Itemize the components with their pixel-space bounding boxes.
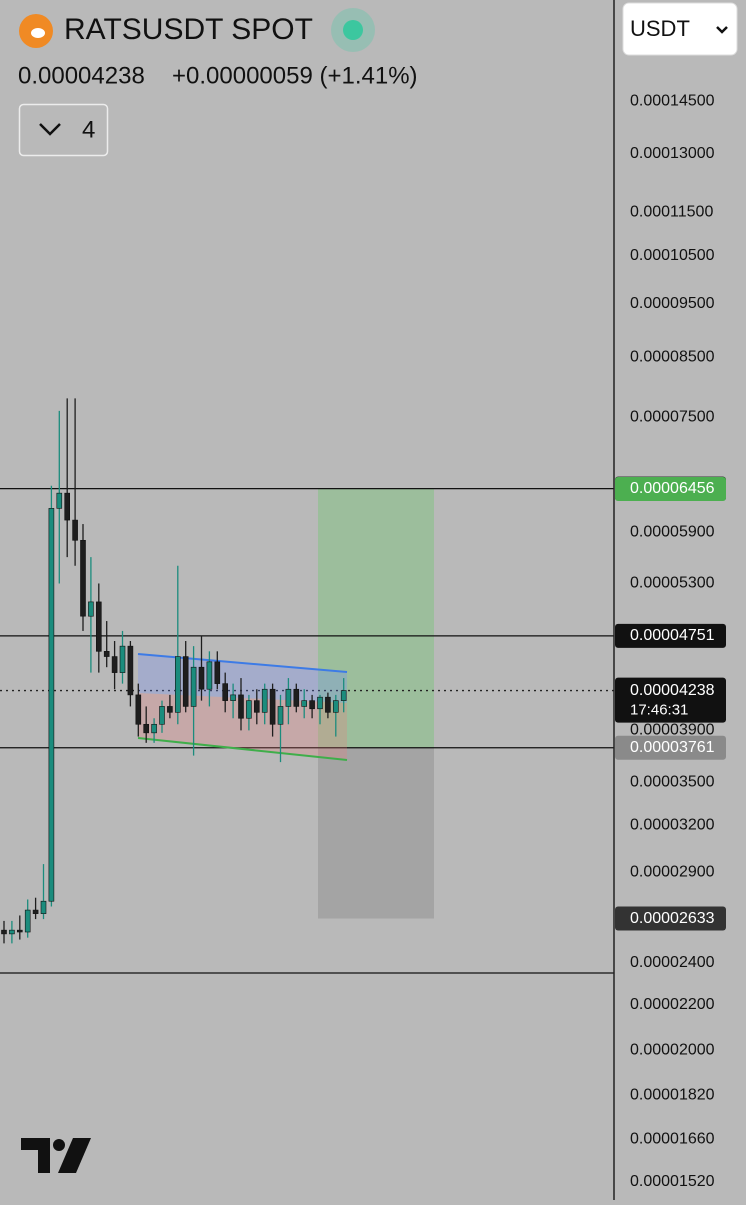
candle-body: [206, 661, 213, 690]
candle-body: [119, 645, 126, 673]
candle-body: [238, 694, 244, 719]
y-tick-label: 0.00003200: [630, 816, 715, 833]
y-tick-label: 0.00005300: [630, 575, 715, 592]
candle-body: [1, 929, 7, 935]
y-tick-label: 0.00014500: [630, 93, 715, 110]
candle-body: [88, 601, 94, 617]
candle-body: [230, 694, 236, 701]
candle-body: [332, 700, 339, 713]
y-tick-label: 0.00007500: [630, 408, 715, 425]
currency-select[interactable]: [622, 2, 738, 56]
countdown-label: 17:46:31: [630, 702, 688, 719]
channel-upper-line: [137, 653, 348, 673]
candle-body: [16, 929, 23, 933]
candle-body: [72, 519, 78, 541]
candle-body: [80, 539, 86, 617]
position-tag: [615, 735, 726, 760]
candle-body: [214, 661, 221, 684]
y-tick-label: 0.00002200: [630, 996, 715, 1013]
candle-body: [143, 723, 149, 734]
candle-body: [32, 909, 39, 914]
candle-body: [127, 645, 134, 696]
position-loss-zone: [318, 747, 434, 919]
y-tick-label: 0.00010500: [630, 247, 715, 264]
indicators-count: 4: [82, 116, 95, 143]
candle-body: [325, 696, 331, 713]
position-tag: [615, 476, 726, 501]
y-tick-label: 0.00002400: [630, 954, 715, 971]
candle-body: [285, 688, 292, 707]
candle-body: [64, 492, 70, 521]
y-tick-label: 0.00001820: [630, 1087, 715, 1104]
price-change: +0.00000059 (+1.41%): [172, 62, 418, 89]
price-tags: 0.000064610.000047510.000064560.00003761…: [615, 476, 726, 931]
candle-body: [317, 696, 323, 710]
candles: [1, 398, 347, 944]
currency-label: USDT: [630, 16, 690, 41]
y-tick-label: 0.00003900: [630, 722, 715, 739]
candle-body: [24, 909, 31, 933]
price-axis: 0.00014500 0.00013000 0.00011500 0.00010500…: [630, 93, 715, 1190]
candle-body: [340, 690, 347, 701]
symbol-title: RATSUSDT SPOT: [64, 13, 313, 46]
chevron-icon: [39, 123, 61, 136]
candle-body: [198, 666, 205, 690]
current-price-label: 0.00004238: [630, 682, 715, 699]
candle-body: [293, 688, 300, 707]
candle-body: [222, 683, 228, 701]
candle-body: [9, 929, 15, 935]
y-tick-label: 0.00002000: [630, 1041, 715, 1058]
candle-body: [277, 706, 284, 725]
candle-body: [190, 666, 197, 707]
last-price: 0.00004238: [18, 62, 145, 89]
price-tag-label: 0.00004751: [630, 627, 715, 644]
candle-body: [261, 688, 268, 713]
current-price-tag: [615, 677, 726, 723]
candle-body: [159, 706, 165, 725]
y-tick-label: 0.00005900: [630, 523, 715, 540]
candle-body: [103, 651, 110, 657]
plot-area: [0, 487, 614, 974]
y-tick-label: 0.00008500: [630, 348, 715, 365]
y-tick-label: 0.00002900: [630, 864, 715, 881]
y-tick-label: 0.00013000: [630, 145, 715, 162]
candle-body: [40, 900, 47, 914]
y-tick-label: 0.00001660: [630, 1131, 715, 1148]
candle-body: [182, 656, 189, 707]
candle-body: [246, 700, 252, 719]
status-dot: [343, 20, 363, 40]
position-tag-label: 0.00002633: [630, 910, 715, 927]
candle-body: [309, 700, 315, 710]
dropdown-chevron: [716, 26, 728, 34]
candle-body: [254, 700, 260, 713]
candle-body: [175, 656, 181, 713]
candle-body: [135, 694, 142, 725]
position-tag-label: 0.00006456: [630, 480, 715, 497]
y-tick-label: 0.00011500: [630, 204, 713, 221]
channel-lower-line: [137, 737, 348, 761]
candle-body: [167, 706, 173, 713]
price-tag: [615, 623, 726, 648]
candle-body: [151, 723, 157, 734]
position-tag: [615, 906, 726, 931]
candle-body: [56, 492, 63, 509]
symbol-icon-glyph: [31, 28, 45, 38]
logo: [21, 1138, 91, 1173]
candle-body: [96, 601, 102, 652]
indicators-toggle[interactable]: [18, 103, 109, 157]
y-tick-label: 0.00003500: [630, 773, 715, 790]
y-tick-label: 0.00001520: [630, 1173, 715, 1190]
position-tag-label: 0.00003761: [630, 739, 715, 756]
candle-body: [269, 688, 276, 725]
candle-body: [111, 656, 118, 673]
y-tick-label: 0.00009500: [630, 295, 715, 312]
candle-body: [301, 700, 308, 707]
candle-body: [48, 508, 55, 902]
